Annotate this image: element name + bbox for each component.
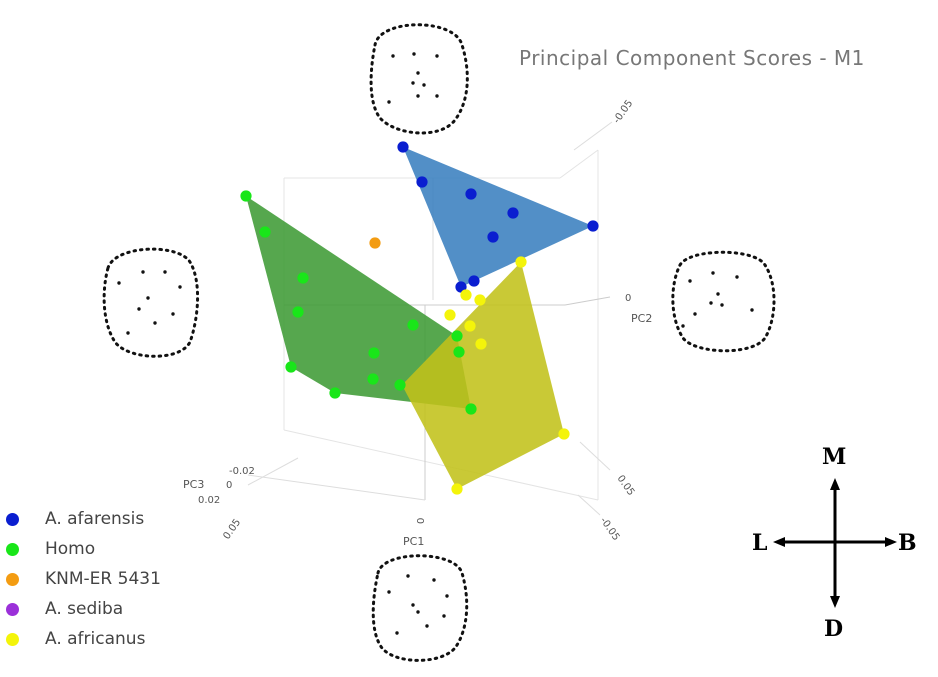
compass-label-right: B — [898, 530, 917, 556]
a-afarensis-hull — [403, 147, 593, 287]
pc2-tick-005: 0.05 — [615, 473, 637, 498]
chart-title: Principal Component Scores - M1 — [519, 46, 865, 70]
pc3-tick-002: 0.02 — [198, 495, 220, 506]
a-africanus-point-6 — [558, 428, 570, 440]
pc2-tick-0: 0 — [625, 293, 631, 304]
legend-item-homo[interactable]: Homo — [6, 534, 161, 564]
a-africanus-point-1 — [474, 294, 486, 306]
a-africanus-point-0 — [515, 256, 527, 268]
shape-outline-bottom — [371, 554, 469, 662]
a-afarensis-point-1 — [416, 176, 428, 188]
a-africanus-hull — [402, 262, 564, 489]
pc3-tick-0: 0 — [226, 480, 232, 491]
legend-marker — [6, 632, 19, 646]
legend-item-a-sediba[interactable]: A. sediba — [6, 594, 161, 624]
pc1-tick-neg005: -0.05 — [598, 515, 622, 543]
homo-hull — [246, 196, 471, 409]
legend-item-a-afarensis[interactable]: A. afarensis — [6, 504, 161, 534]
knm-er-5431-point-0 — [369, 237, 381, 249]
pc2-tick-neg005: -0.05 — [611, 98, 635, 126]
legend-marker — [6, 542, 19, 556]
compass-label-bottom: D — [824, 616, 844, 642]
compass — [773, 478, 897, 608]
legend-marker — [6, 512, 19, 526]
legend-label: A. sediba — [45, 599, 124, 619]
legend-label: A. africanus — [45, 629, 146, 649]
shape-outline-left — [102, 247, 199, 358]
a-afarensis-point-5 — [487, 231, 499, 243]
legend-item-knm-er-5431[interactable]: KNM-ER 5431 — [6, 564, 161, 594]
compass-label-left: L — [752, 530, 768, 556]
legend-label: KNM-ER 5431 — [45, 569, 161, 589]
legend-marker — [6, 602, 19, 616]
homo-point-3 — [292, 306, 304, 318]
pc1-tick-0: 0 — [416, 518, 427, 524]
homo-point-5 — [451, 330, 463, 342]
a-africanus-point-3 — [444, 309, 456, 321]
homo-point-2 — [297, 272, 309, 284]
compass-label-top: M — [822, 444, 847, 470]
landmarks-top — [387, 52, 439, 104]
a-afarensis-point-3 — [507, 207, 519, 219]
legend: A. afarensis Homo KNM-ER 5431 A. sediba A. a… — [6, 504, 161, 654]
a-afarensis-point-7 — [455, 281, 467, 293]
legend-marker — [6, 572, 19, 586]
a-africanus-point-2 — [460, 289, 472, 301]
landmarks-bottom — [387, 574, 449, 635]
landmarks-right — [681, 271, 754, 328]
legend-item-a-africanus[interactable]: A. africanus — [6, 624, 161, 654]
a-afarensis-point-6 — [468, 275, 480, 287]
shape-outline-right — [671, 250, 776, 353]
a-afarensis-point-4 — [587, 220, 599, 232]
a-africanus-point-7 — [451, 483, 463, 495]
a-afarensis-point-0 — [397, 141, 409, 153]
homo-point-4 — [407, 319, 419, 331]
homo-point-12 — [465, 403, 477, 415]
pc3-tick-neg002: -0.02 — [229, 466, 255, 477]
landmarks-left — [117, 270, 182, 335]
a-africanus-point-4 — [464, 320, 476, 332]
a-africanus-point-5 — [475, 338, 487, 350]
homo-point-9 — [367, 373, 379, 385]
homo-point-7 — [453, 346, 465, 358]
a-afarensis-point-2 — [465, 188, 477, 200]
pc3-axis-label: PC3 — [183, 478, 204, 491]
pc1-tick-005: 0.05 — [221, 517, 243, 542]
pc2-axis-label: PC2 — [631, 312, 652, 325]
homo-point-10 — [329, 387, 341, 399]
homo-point-0 — [240, 190, 252, 202]
homo-point-8 — [285, 361, 297, 373]
homo-point-6 — [368, 347, 380, 359]
shape-outline-top — [369, 23, 469, 135]
legend-label: Homo — [45, 539, 96, 559]
homo-point-11 — [394, 379, 406, 391]
pc1-axis-label: PC1 — [403, 535, 424, 548]
legend-label: A. afarensis — [45, 509, 145, 529]
homo-point-1 — [259, 226, 271, 238]
